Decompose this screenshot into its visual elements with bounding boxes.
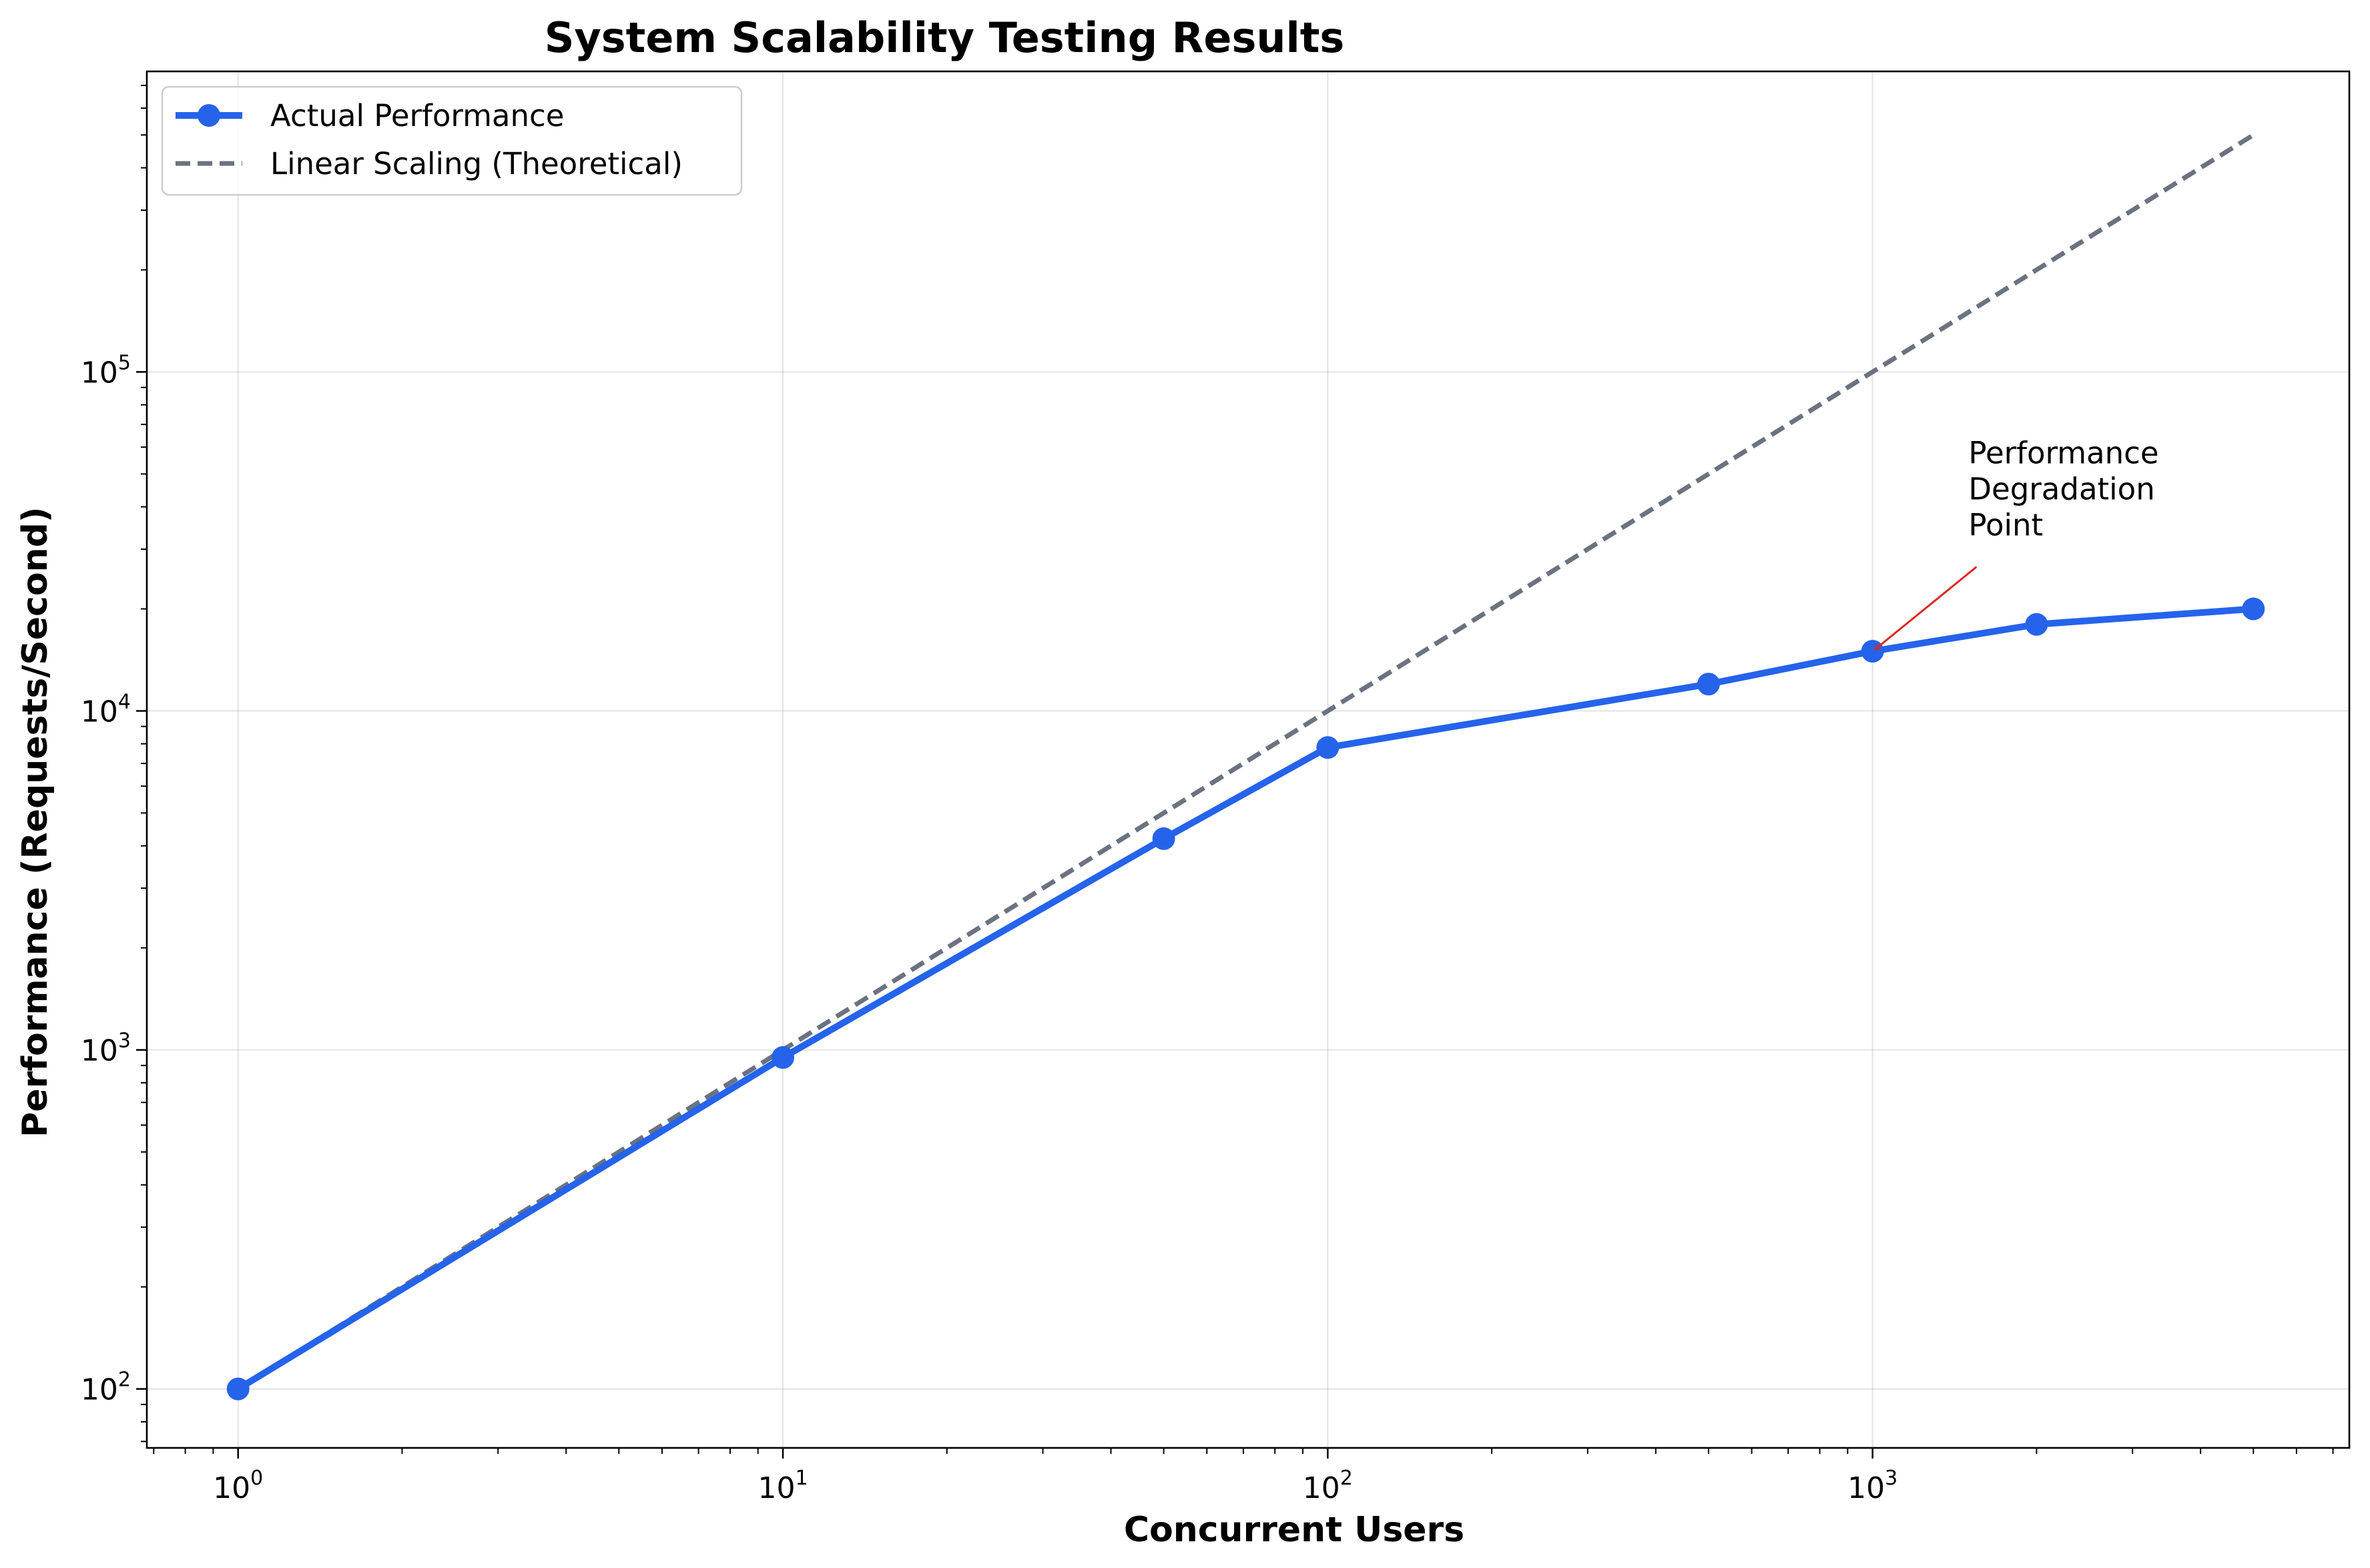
x-tick-label: 102	[1303, 1467, 1353, 1505]
data-point-actual	[1861, 640, 1884, 663]
series-layer	[226, 133, 2265, 1401]
y-tick-label: 103	[81, 1030, 131, 1068]
annotation-arrow	[1875, 566, 1978, 649]
data-point-actual	[772, 1046, 795, 1069]
data-point-actual	[1152, 827, 1175, 850]
axis-ticks: 100 101 102 103 102 103 104 105	[81, 85, 2334, 1505]
series-line-linear	[236, 133, 2255, 1391]
legend-label-linear: Linear Scaling (Theoretical)	[270, 146, 683, 181]
legend-label-actual: Actual Performance	[270, 98, 564, 133]
grid-lines	[147, 71, 2349, 1448]
data-point-actual	[1697, 673, 1720, 696]
chart-title: System Scalability Testing Results	[545, 13, 1345, 62]
legend-marker-actual	[198, 104, 220, 127]
plot-frame	[145, 70, 2351, 1449]
annotation: Performance Degradation Point	[1875, 436, 2159, 649]
legend-box	[161, 85, 743, 196]
legend: Actual Performance Linear Scaling (Theor…	[161, 85, 743, 196]
series-line-actual	[236, 605, 2254, 1392]
x-tick-label: 103	[1847, 1467, 1897, 1505]
y-tick-label: 102	[81, 1368, 131, 1407]
y-tick-label: 104	[81, 690, 131, 729]
y-axis-label: Performance (Requests/Second)	[15, 506, 55, 1137]
annotation-text: Performance Degradation Point	[1968, 436, 2158, 543]
y-tick-label: 105	[81, 351, 131, 390]
data-point-actual	[226, 1377, 250, 1401]
data-point-actual	[2025, 613, 2048, 636]
data-point-actual	[1316, 736, 1340, 759]
x-tick-label: 101	[758, 1467, 808, 1505]
x-axis-label: Concurrent Users	[1124, 1510, 1464, 1550]
x-tick-label: 100	[213, 1467, 263, 1505]
data-point-actual	[2242, 597, 2265, 621]
